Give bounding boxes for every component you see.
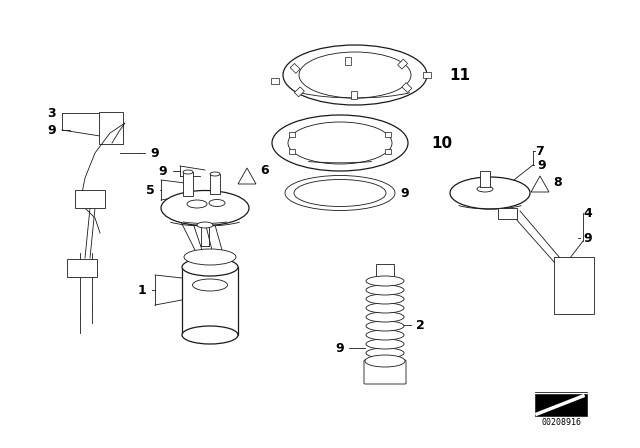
- Text: 5: 5: [146, 184, 154, 197]
- Text: !: !: [246, 176, 248, 181]
- FancyBboxPatch shape: [99, 112, 123, 144]
- Ellipse shape: [366, 348, 404, 358]
- FancyBboxPatch shape: [497, 207, 516, 219]
- Text: 9: 9: [336, 341, 344, 354]
- Text: 11: 11: [449, 68, 470, 82]
- Ellipse shape: [272, 115, 408, 171]
- Text: 9: 9: [184, 214, 192, 227]
- Ellipse shape: [182, 326, 238, 344]
- Bar: [289, 132, 295, 137]
- Polygon shape: [531, 176, 549, 192]
- Bar: [397, 59, 408, 69]
- Text: 10: 10: [431, 135, 452, 151]
- Bar: [271, 78, 279, 84]
- Ellipse shape: [366, 339, 404, 349]
- Text: 3: 3: [48, 107, 56, 120]
- Bar: [345, 57, 351, 65]
- Ellipse shape: [477, 186, 493, 192]
- Text: 9: 9: [584, 232, 592, 245]
- Ellipse shape: [283, 45, 427, 105]
- FancyBboxPatch shape: [480, 171, 490, 187]
- Ellipse shape: [366, 294, 404, 304]
- Ellipse shape: [161, 190, 249, 225]
- Ellipse shape: [183, 170, 193, 174]
- Text: 7: 7: [536, 145, 545, 158]
- Text: 9: 9: [401, 186, 410, 199]
- Text: 9: 9: [150, 146, 159, 159]
- FancyBboxPatch shape: [364, 360, 406, 384]
- Ellipse shape: [366, 321, 404, 331]
- Text: 00208916: 00208916: [541, 418, 581, 426]
- Ellipse shape: [366, 285, 404, 295]
- Ellipse shape: [184, 249, 236, 265]
- FancyBboxPatch shape: [182, 267, 238, 335]
- Text: 1: 1: [138, 284, 147, 297]
- Ellipse shape: [187, 200, 207, 208]
- Ellipse shape: [288, 122, 392, 164]
- Ellipse shape: [365, 355, 405, 367]
- Ellipse shape: [182, 258, 238, 276]
- FancyBboxPatch shape: [210, 174, 220, 194]
- Ellipse shape: [366, 276, 404, 286]
- Text: 6: 6: [260, 164, 269, 177]
- Bar: [294, 87, 305, 97]
- Bar: [402, 83, 412, 93]
- FancyBboxPatch shape: [75, 190, 105, 208]
- Ellipse shape: [210, 172, 220, 176]
- FancyBboxPatch shape: [67, 259, 97, 277]
- Text: !: !: [539, 184, 541, 189]
- Ellipse shape: [299, 52, 411, 98]
- Text: 9: 9: [159, 164, 167, 177]
- Text: 9: 9: [538, 159, 547, 172]
- Bar: [289, 149, 295, 154]
- Text: 8: 8: [554, 176, 563, 189]
- Bar: [290, 64, 300, 73]
- Polygon shape: [238, 168, 256, 184]
- Ellipse shape: [197, 222, 213, 228]
- Ellipse shape: [209, 199, 225, 207]
- Ellipse shape: [285, 176, 395, 211]
- Ellipse shape: [366, 312, 404, 322]
- Ellipse shape: [450, 177, 530, 209]
- Ellipse shape: [193, 279, 227, 291]
- Bar: [385, 132, 391, 137]
- Ellipse shape: [366, 330, 404, 340]
- Bar: [351, 90, 357, 99]
- Ellipse shape: [366, 303, 404, 313]
- FancyBboxPatch shape: [535, 394, 587, 416]
- FancyBboxPatch shape: [183, 172, 193, 196]
- FancyBboxPatch shape: [376, 264, 394, 286]
- Ellipse shape: [294, 180, 386, 207]
- Text: 9: 9: [48, 124, 56, 137]
- Bar: [423, 72, 431, 78]
- Bar: [385, 149, 391, 154]
- FancyBboxPatch shape: [554, 257, 594, 314]
- Text: 4: 4: [584, 207, 593, 220]
- Text: 2: 2: [415, 319, 424, 332]
